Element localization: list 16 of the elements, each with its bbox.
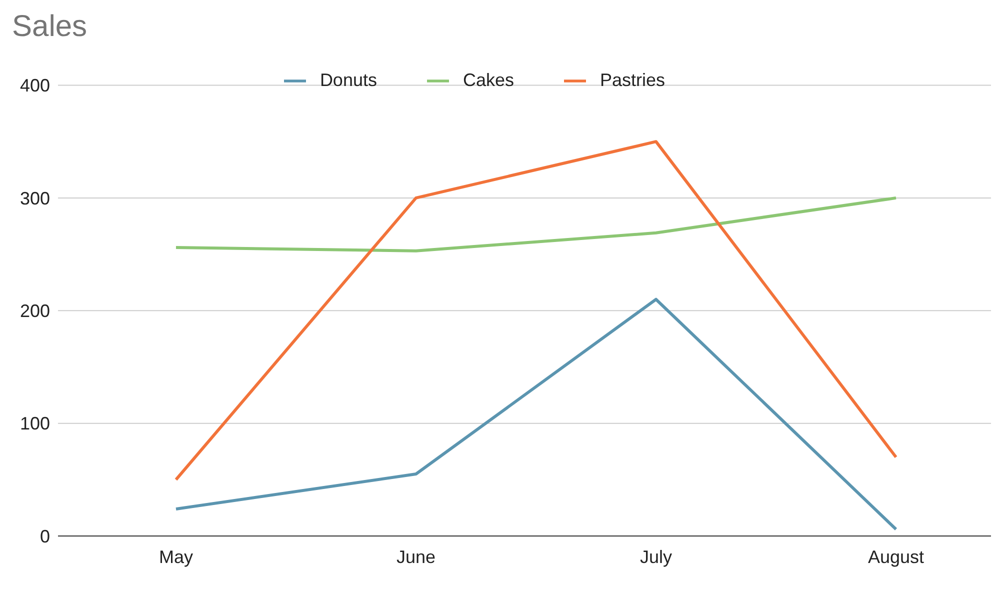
y-tick-label: 400 (20, 76, 50, 96)
legend-label: Pastries (600, 70, 666, 90)
y-tick-label: 200 (20, 301, 50, 322)
x-tick-label: May (158, 546, 194, 567)
legend-label: Donuts (320, 70, 377, 90)
line-series (174, 140, 898, 482)
x-tick-label: July (640, 546, 672, 567)
line-series (174, 298, 898, 531)
x-tick-label: June (396, 546, 436, 567)
line-series (174, 196, 898, 252)
chart-title: Sales (12, 10, 88, 44)
legend-label: Cakes (462, 70, 514, 90)
x-tick-label: August (868, 546, 924, 567)
y-tick-label: 0 (40, 526, 50, 546)
y-tick-label: 300 (20, 188, 50, 208)
y-tick-label: 100 (20, 414, 50, 434)
